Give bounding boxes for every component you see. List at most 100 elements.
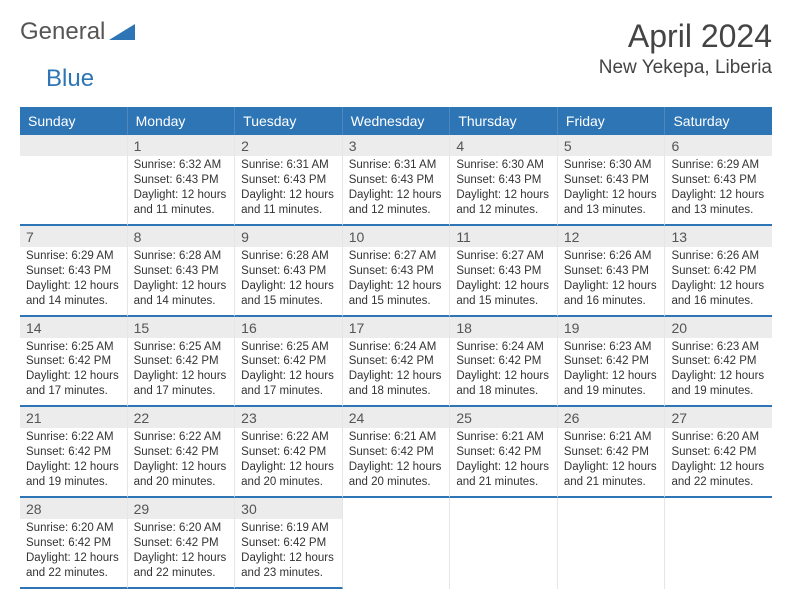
sunrise-text: Sunrise: 6:22 AM [241,430,336,445]
day-number: 16 [235,317,342,338]
day-number: 18 [450,317,557,338]
daylight-text: Daylight: 12 hours and 19 minutes. [564,369,659,399]
day-number: 22 [128,407,235,428]
sunset-text: Sunset: 6:42 PM [241,445,336,460]
day-number: 13 [665,226,772,247]
day-details: Sunrise: 6:25 AMSunset: 6:42 PMDaylight:… [20,338,127,406]
sunset-text: Sunset: 6:42 PM [134,536,229,551]
daylight-text: Daylight: 12 hours and 22 minutes. [26,551,121,581]
day-details: Sunrise: 6:20 AMSunset: 6:42 PMDaylight:… [128,519,235,587]
sunset-text: Sunset: 6:42 PM [671,264,766,279]
calendar-day: 18Sunrise: 6:24 AMSunset: 6:42 PMDayligh… [450,317,558,408]
day-details: Sunrise: 6:20 AMSunset: 6:42 PMDaylight:… [665,428,772,496]
daylight-text: Daylight: 12 hours and 22 minutes. [134,551,229,581]
day-details: Sunrise: 6:30 AMSunset: 6:43 PMDaylight:… [450,156,557,224]
sunset-text: Sunset: 6:42 PM [564,354,659,369]
calendar-day: 17Sunrise: 6:24 AMSunset: 6:42 PMDayligh… [343,317,451,408]
sunset-text: Sunset: 6:42 PM [241,354,336,369]
sunset-text: Sunset: 6:42 PM [26,536,121,551]
sunset-text: Sunset: 6:43 PM [26,264,121,279]
day-details: Sunrise: 6:26 AMSunset: 6:42 PMDaylight:… [665,247,772,315]
day-details: Sunrise: 6:21 AMSunset: 6:42 PMDaylight:… [450,428,557,496]
sunrise-text: Sunrise: 6:25 AM [134,340,229,355]
day-number: 1 [128,135,235,156]
calendar-day [20,135,128,226]
calendar-week: 14Sunrise: 6:25 AMSunset: 6:42 PMDayligh… [20,317,772,408]
calendar-day: 9Sunrise: 6:28 AMSunset: 6:43 PMDaylight… [235,226,343,317]
day-header: Friday [558,107,666,135]
day-number: 26 [558,407,665,428]
daylight-text: Daylight: 12 hours and 14 minutes. [134,279,229,309]
day-number: 28 [20,498,127,519]
sunrise-text: Sunrise: 6:21 AM [349,430,444,445]
calendar-day: 23Sunrise: 6:22 AMSunset: 6:42 PMDayligh… [235,407,343,498]
day-details: Sunrise: 6:27 AMSunset: 6:43 PMDaylight:… [450,247,557,315]
day-number: 25 [450,407,557,428]
day-details: Sunrise: 6:29 AMSunset: 6:43 PMDaylight:… [20,247,127,315]
day-details: Sunrise: 6:22 AMSunset: 6:42 PMDaylight:… [235,428,342,496]
day-details: Sunrise: 6:23 AMSunset: 6:42 PMDaylight:… [558,338,665,406]
sunset-text: Sunset: 6:43 PM [349,173,444,188]
calendar-day: 19Sunrise: 6:23 AMSunset: 6:42 PMDayligh… [558,317,666,408]
sunrise-text: Sunrise: 6:24 AM [349,340,444,355]
daylight-text: Daylight: 12 hours and 17 minutes. [241,369,336,399]
day-details: Sunrise: 6:22 AMSunset: 6:42 PMDaylight:… [20,428,127,496]
daylight-text: Daylight: 12 hours and 19 minutes. [671,369,766,399]
day-details: Sunrise: 6:28 AMSunset: 6:43 PMDaylight:… [128,247,235,315]
day-details [665,519,772,527]
sunrise-text: Sunrise: 6:25 AM [26,340,121,355]
logo-text-blue: Blue [46,65,94,93]
calendar: SundayMondayTuesdayWednesdayThursdayFrid… [20,107,772,589]
daylight-text: Daylight: 12 hours and 11 minutes. [134,188,229,218]
day-number: 27 [665,407,772,428]
day-number: 19 [558,317,665,338]
sunset-text: Sunset: 6:42 PM [134,445,229,460]
calendar-day [665,498,772,589]
day-header: Saturday [665,107,772,135]
calendar-day: 3Sunrise: 6:31 AMSunset: 6:43 PMDaylight… [343,135,451,226]
sunset-text: Sunset: 6:42 PM [564,445,659,460]
daylight-text: Daylight: 12 hours and 15 minutes. [456,279,551,309]
day-number: 6 [665,135,772,156]
sunset-text: Sunset: 6:42 PM [456,354,551,369]
daylight-text: Daylight: 12 hours and 14 minutes. [26,279,121,309]
location-text: New Yekepa, Liberia [599,57,772,79]
sunrise-text: Sunrise: 6:22 AM [134,430,229,445]
day-number: 11 [450,226,557,247]
calendar-day: 22Sunrise: 6:22 AMSunset: 6:42 PMDayligh… [128,407,236,498]
sunset-text: Sunset: 6:42 PM [134,354,229,369]
daylight-text: Daylight: 12 hours and 16 minutes. [671,279,766,309]
sunrise-text: Sunrise: 6:20 AM [134,521,229,536]
day-number: 30 [235,498,342,519]
sunrise-text: Sunrise: 6:20 AM [671,430,766,445]
sunset-text: Sunset: 6:43 PM [349,264,444,279]
day-details: Sunrise: 6:27 AMSunset: 6:43 PMDaylight:… [343,247,450,315]
logo: General [20,18,135,46]
day-number: 8 [128,226,235,247]
calendar-day: 29Sunrise: 6:20 AMSunset: 6:42 PMDayligh… [128,498,236,589]
daylight-text: Daylight: 12 hours and 20 minutes. [134,460,229,490]
day-details: Sunrise: 6:26 AMSunset: 6:43 PMDaylight:… [558,247,665,315]
day-details: Sunrise: 6:22 AMSunset: 6:42 PMDaylight:… [128,428,235,496]
day-number: 29 [128,498,235,519]
day-details: Sunrise: 6:32 AMSunset: 6:43 PMDaylight:… [128,156,235,224]
sunset-text: Sunset: 6:42 PM [349,445,444,460]
sunrise-text: Sunrise: 6:27 AM [349,249,444,264]
calendar-day: 28Sunrise: 6:20 AMSunset: 6:42 PMDayligh… [20,498,128,589]
day-number: 5 [558,135,665,156]
sunrise-text: Sunrise: 6:28 AM [241,249,336,264]
day-number: 10 [343,226,450,247]
day-number: 2 [235,135,342,156]
calendar-day: 2Sunrise: 6:31 AMSunset: 6:43 PMDaylight… [235,135,343,226]
sunset-text: Sunset: 6:42 PM [241,536,336,551]
day-details: Sunrise: 6:24 AMSunset: 6:42 PMDaylight:… [343,338,450,406]
sunset-text: Sunset: 6:43 PM [564,173,659,188]
sunset-text: Sunset: 6:43 PM [241,264,336,279]
day-details: Sunrise: 6:21 AMSunset: 6:42 PMDaylight:… [343,428,450,496]
calendar-week: 1Sunrise: 6:32 AMSunset: 6:43 PMDaylight… [20,135,772,226]
daylight-text: Daylight: 12 hours and 17 minutes. [26,369,121,399]
day-details: Sunrise: 6:19 AMSunset: 6:42 PMDaylight:… [235,519,342,587]
calendar-header-row: SundayMondayTuesdayWednesdayThursdayFrid… [20,107,772,135]
sunset-text: Sunset: 6:43 PM [671,173,766,188]
daylight-text: Daylight: 12 hours and 12 minutes. [349,188,444,218]
